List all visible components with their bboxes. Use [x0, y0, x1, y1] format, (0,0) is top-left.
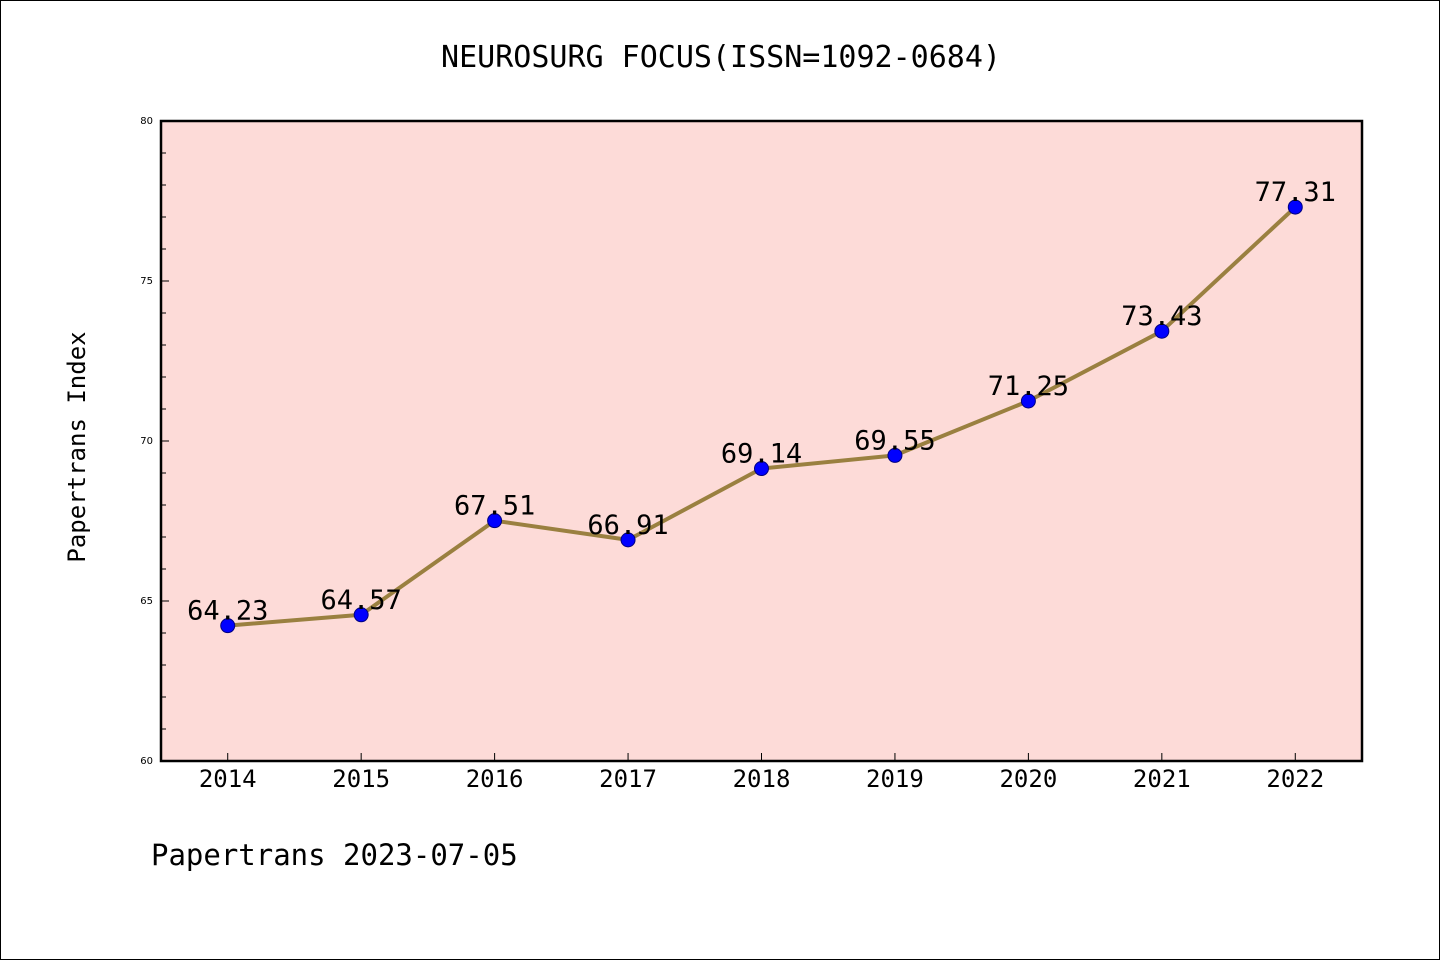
footer-text: Papertrans 2023-07-05: [151, 838, 518, 872]
data-point: [1287, 199, 1303, 215]
x-tick-label: 2022: [1266, 765, 1324, 793]
data-label: 73.43: [1121, 301, 1202, 332]
x-tick-label: 2021: [1133, 765, 1191, 793]
x-tick-label: 2019: [866, 765, 924, 793]
data-label: 66.91: [587, 510, 668, 541]
data-point: [220, 618, 236, 634]
x-tick-label: 2016: [466, 765, 524, 793]
y-tick-label: 70: [140, 436, 153, 447]
plot-area: [161, 121, 1362, 761]
data-point: [487, 513, 503, 529]
x-tick-label: 2014: [199, 765, 257, 793]
data-markers: [220, 199, 1303, 634]
data-point: [1020, 393, 1036, 409]
data-point: [620, 532, 636, 548]
x-tick-label: 2020: [999, 765, 1057, 793]
data-point: [754, 461, 769, 477]
y-tick-label: 80: [140, 116, 153, 127]
y-axis-label: Papertrans Index: [63, 331, 91, 562]
data-labels: 64.23 64.57 67.51 66.91 69.14 69.55 71.25 73.43…: [187, 177, 1336, 627]
x-tick-label: 2017: [599, 765, 657, 793]
data-label: 69.55: [854, 425, 935, 456]
data-point: [353, 607, 369, 623]
data-label: 71.25: [988, 371, 1069, 402]
y-tick-label: 75: [140, 276, 153, 287]
data-label: 64.57: [321, 585, 402, 616]
data-label: 64.23: [187, 596, 268, 627]
x-tick-label: 2015: [332, 765, 390, 793]
x-tick-label: 2018: [733, 765, 791, 793]
data-point: [887, 447, 903, 463]
plot-border: [159, 119, 1364, 763]
chart-title: NEUROSURG FOCUS(ISSN=1092-0684): [441, 40, 1001, 75]
data-point: [1154, 323, 1170, 339]
x-axis: 2014 2015 2016 2017 2018 2019 2020 2021 2022: [199, 753, 1324, 793]
data-label: 67.51: [454, 491, 535, 522]
data-label: 69.14: [721, 439, 802, 470]
y-tick-label: 65: [140, 596, 153, 607]
data-label: 77.31: [1255, 177, 1336, 208]
y-tick-label: 60: [140, 756, 153, 767]
